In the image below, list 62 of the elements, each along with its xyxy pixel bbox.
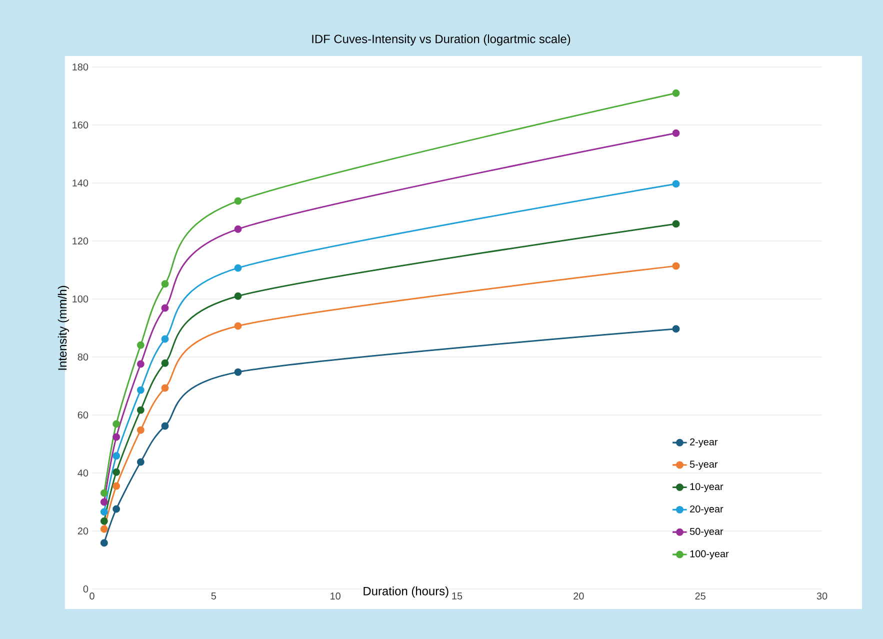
x-axis-title: Duration (hours) xyxy=(364,586,448,598)
point xyxy=(136,341,144,349)
point xyxy=(672,262,680,270)
legend-label: 20-year xyxy=(690,505,724,514)
point xyxy=(234,292,242,300)
point xyxy=(161,359,169,367)
point xyxy=(112,420,120,428)
point xyxy=(234,368,242,376)
point xyxy=(672,89,680,97)
point xyxy=(672,325,680,333)
point xyxy=(100,508,108,516)
y-tick-label: 0 xyxy=(83,585,88,593)
point xyxy=(112,505,120,513)
point xyxy=(136,360,144,368)
y-tick-label: 120 xyxy=(72,237,88,245)
point xyxy=(234,225,242,233)
legend-label: 100-year xyxy=(690,550,729,560)
legend-label: 2-year xyxy=(690,438,718,448)
x-tick-label: 25 xyxy=(695,592,706,600)
y-tick-label: 100 xyxy=(72,295,88,303)
point xyxy=(672,180,680,188)
point xyxy=(234,322,242,330)
point xyxy=(672,220,680,228)
x-tick-label: 10 xyxy=(330,592,340,600)
y-tick-label: 40 xyxy=(78,469,88,477)
point xyxy=(234,197,242,205)
point xyxy=(234,264,242,272)
x-tick-label: 0 xyxy=(90,592,94,600)
point xyxy=(100,498,108,506)
point xyxy=(136,406,144,414)
point xyxy=(161,304,169,312)
point xyxy=(112,452,120,460)
y-tick-label: 60 xyxy=(78,411,88,419)
point xyxy=(161,335,169,343)
point xyxy=(112,482,120,490)
y-tick-label: 80 xyxy=(78,353,88,361)
y-tick-label: 140 xyxy=(72,179,88,187)
y-tick-label: 160 xyxy=(72,121,88,129)
x-tick-label: 20 xyxy=(574,592,584,600)
point xyxy=(100,539,108,547)
y-axis-title: Intensity (mm/h) xyxy=(58,286,70,370)
legend-label: 50-year xyxy=(690,528,724,537)
point xyxy=(136,426,144,434)
legend-label: 10-year xyxy=(690,483,724,492)
point xyxy=(112,433,120,441)
legend-label: 5-year xyxy=(690,460,718,470)
point xyxy=(100,525,108,533)
point xyxy=(112,468,120,476)
point xyxy=(136,458,144,466)
x-tick-label: 5 xyxy=(211,592,216,600)
x-tick-label: 15 xyxy=(452,592,462,600)
point xyxy=(672,129,680,137)
point xyxy=(136,386,144,394)
point xyxy=(161,422,169,430)
x-tick-label: 30 xyxy=(816,592,828,600)
y-tick-label: 20 xyxy=(78,527,88,535)
point xyxy=(100,517,108,525)
point xyxy=(161,384,169,392)
chart-title: IDF Cuves-Intensity vs Duration (logartmic scale) xyxy=(312,34,570,46)
point xyxy=(161,280,169,288)
y-tick-label: 180 xyxy=(72,63,88,71)
point xyxy=(100,489,108,497)
